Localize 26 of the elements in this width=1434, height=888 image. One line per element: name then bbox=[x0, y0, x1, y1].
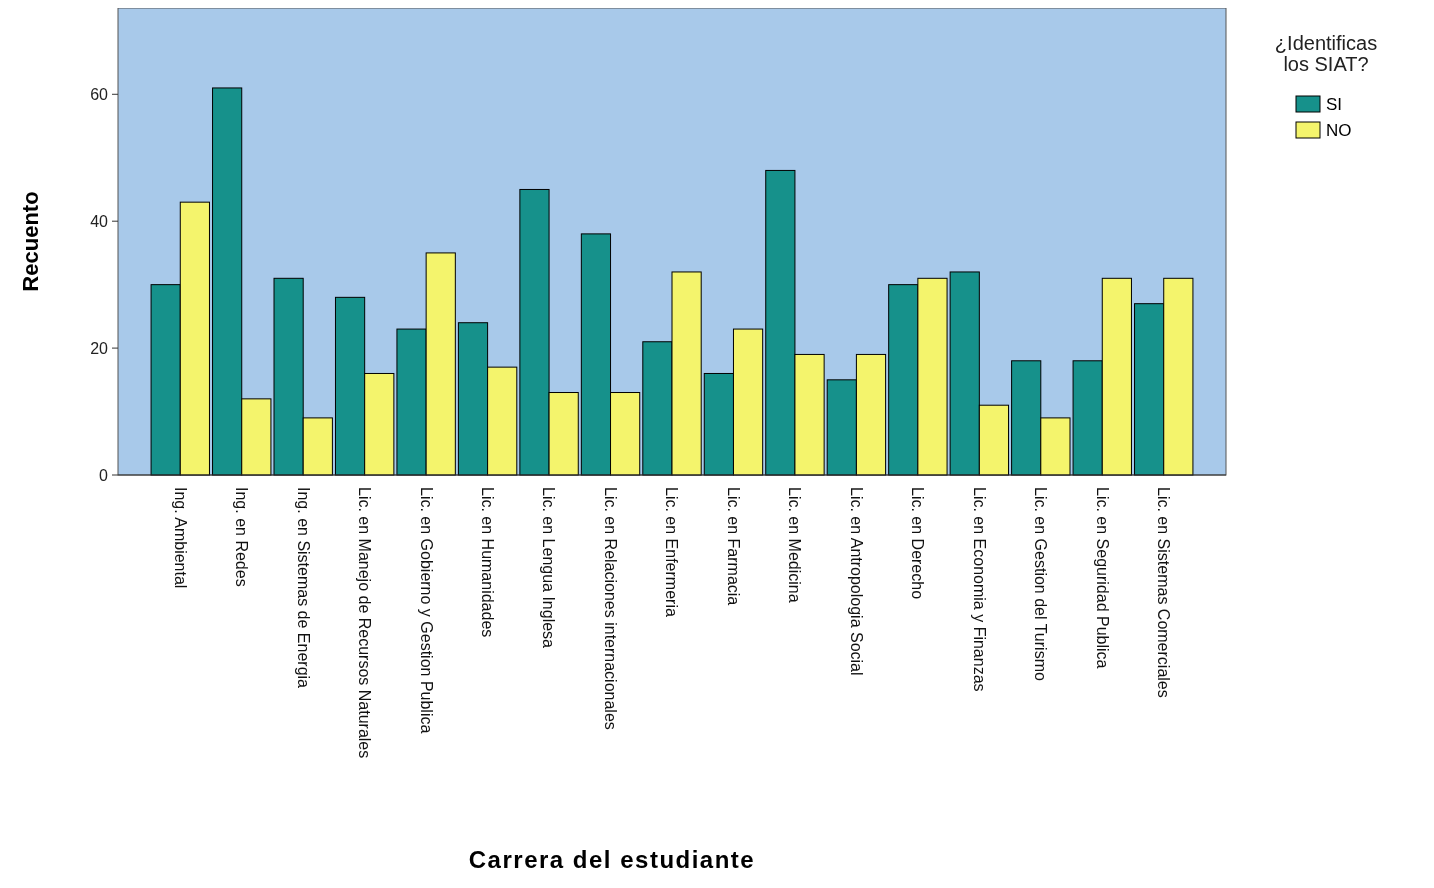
x-tick-label: Lic. en Antropologia Social bbox=[847, 487, 865, 676]
x-tick-label: Lic. en Sistemas Comerciales bbox=[1155, 487, 1173, 698]
x-tick-label: Lic. en Derecho bbox=[909, 487, 927, 600]
x-tick-label: Lic. en Farmacia bbox=[724, 487, 742, 606]
x-tick-label: Ing. en Redes bbox=[233, 487, 251, 587]
x-tick-label: Lic. en Economia y Finanzas bbox=[970, 487, 988, 692]
y-axis-title: Recuento bbox=[18, 191, 43, 292]
y-tick-label: 60 bbox=[90, 85, 109, 103]
x-tick-label: Lic. en Medicina bbox=[786, 487, 804, 603]
x-tick-label: Lic. en Gobierno y Gestion Publica bbox=[417, 487, 435, 734]
x-tick-label: Lic. en Humanidades bbox=[479, 487, 496, 638]
legend-label: NO bbox=[1326, 120, 1352, 140]
y-tick-label: 20 bbox=[90, 339, 109, 357]
legend-title: ¿Identificas los SIAT? bbox=[1274, 32, 1378, 75]
x-tick-label: Lic. en Relaciones internacionales bbox=[601, 487, 619, 730]
y-tick-label: 40 bbox=[90, 212, 109, 230]
x-tick-label: Lic. en Manejo de Recursos Naturales bbox=[356, 487, 374, 759]
y-tick-label: 0 bbox=[99, 466, 109, 484]
x-tick-label: Lic. en Lengua Inglesa bbox=[540, 487, 558, 649]
x-tick-label: Ing. en Sistemas de Energia bbox=[294, 487, 312, 689]
x-tick-label: Ing. Ambiental bbox=[171, 487, 189, 589]
x-tick-label: Lic. en Seguridad Publica bbox=[1093, 487, 1111, 669]
legend-label: SI bbox=[1326, 94, 1343, 114]
x-tick-label: Lic. en Gestion del Turismo bbox=[1032, 487, 1050, 681]
x-tick-label: Lic. en Enfermeria bbox=[663, 487, 681, 617]
x-axis-title: Carrera del estudiante bbox=[468, 846, 756, 873]
